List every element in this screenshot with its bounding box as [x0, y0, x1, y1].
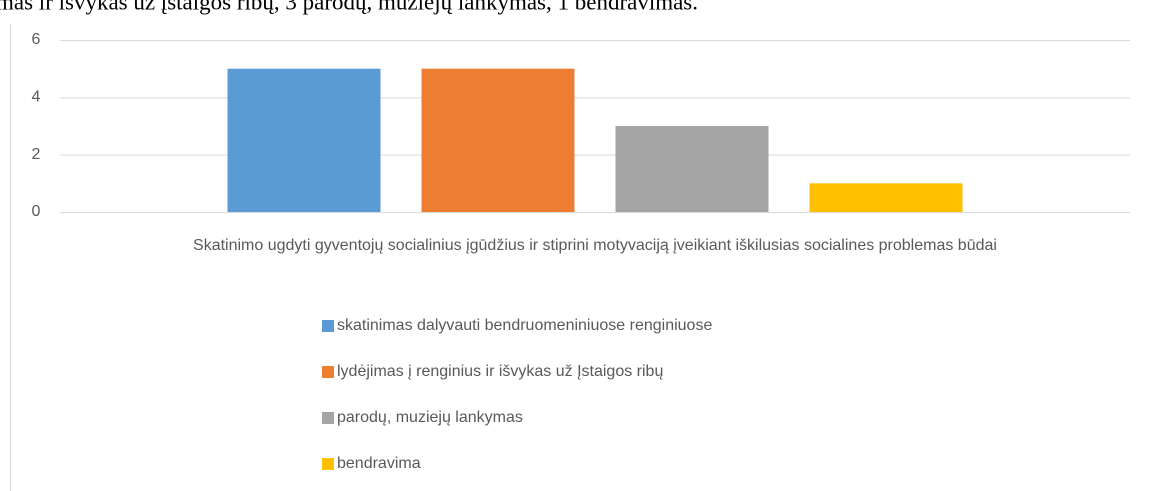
y-tick-label: 4	[32, 89, 41, 106]
legend-swatch	[322, 366, 334, 378]
document-caption: mas ir išvykas už įstaigos ribų, 3 parod…	[0, 0, 698, 14]
bar	[421, 68, 575, 213]
category-label: Skatinimo ugdyti gyventojų socialinius į…	[193, 237, 997, 254]
bar	[809, 183, 963, 212]
legend-label: parodų, muziejų lankymas	[337, 409, 523, 426]
legend-swatch	[322, 458, 334, 470]
y-tick-label: 0	[32, 203, 41, 220]
legend-label: bendravima	[337, 455, 421, 472]
y-tick-label: 6	[32, 31, 41, 48]
bar	[227, 68, 381, 213]
legend-label: skatinimas dalyvauti bendruomeniniuose r…	[337, 317, 712, 334]
legend-label: lydėjimas į renginius ir išvykas už Įsta…	[337, 363, 663, 380]
legend-swatch	[322, 320, 334, 332]
bar	[615, 126, 769, 212]
legend-swatch	[322, 412, 334, 424]
y-tick-label: 2	[32, 146, 41, 163]
